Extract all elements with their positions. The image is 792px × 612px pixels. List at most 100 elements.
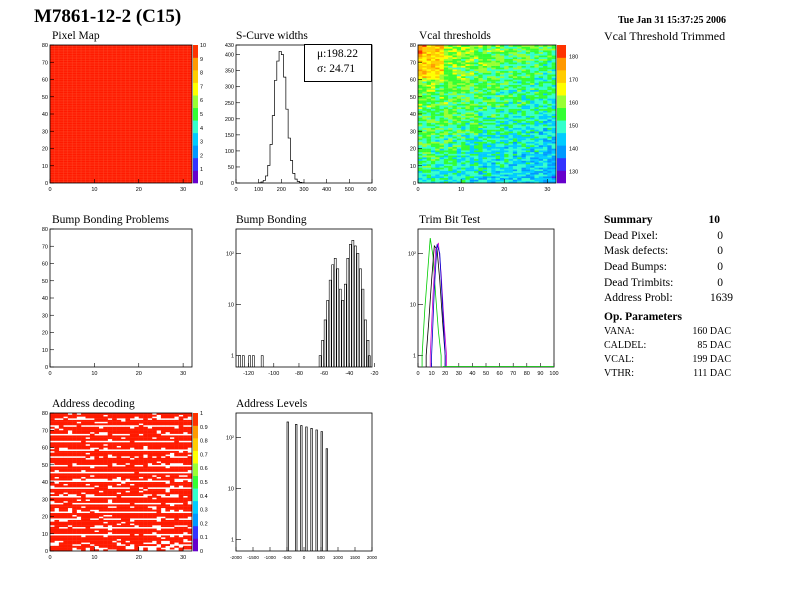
heatmap-cell (543, 153, 548, 156)
heatmap-cell (474, 91, 479, 94)
heatmap-cell (534, 114, 539, 116)
heatmap-cell (439, 50, 445, 53)
heatmap-cell (521, 181, 527, 184)
heatmap-cell (72, 509, 77, 512)
heatmap-cell (517, 148, 522, 151)
heatmap-cell (465, 179, 470, 182)
heatmap-cell (456, 170, 462, 173)
heatmap-cell (160, 423, 166, 426)
x-tick-label: 0 (48, 187, 51, 193)
heatmap-cell (499, 179, 505, 182)
heatmap-cell (147, 461, 153, 464)
heatmap-cell (418, 164, 423, 166)
heatmap-cell (435, 100, 440, 103)
y-tick-label: 60 (42, 446, 48, 452)
heatmap-cell (422, 72, 427, 75)
heatmap-cell (517, 45, 522, 47)
heatmap-cell (551, 74, 557, 77)
heatmap-cell (183, 413, 188, 415)
heatmap-cell (67, 442, 73, 445)
heatmap-cell (452, 129, 458, 132)
heatmap-cell (443, 143, 449, 146)
heatmap-cell (112, 445, 117, 448)
heatmap-cell (512, 67, 518, 70)
heatmap-cell (134, 461, 139, 464)
heatmap-cell (512, 150, 518, 153)
heatmap-cell (76, 431, 82, 434)
heatmap-cell (443, 165, 449, 168)
heatmap-cell (547, 72, 552, 75)
heatmap-cell (85, 447, 91, 450)
heatmap-cell (178, 495, 184, 498)
heatmap-cell (143, 452, 148, 455)
heatmap-cell (474, 88, 479, 91)
heatmap-cell (160, 442, 166, 445)
heatmap-cell (174, 518, 179, 521)
heatmap-cell (160, 438, 166, 441)
heatmap-cell (129, 413, 135, 415)
heatmap-cell (174, 430, 179, 433)
heatmap-cell (508, 143, 514, 146)
heatmap-cell (525, 181, 531, 184)
heatmap-cell (129, 502, 135, 505)
heatmap-cell (50, 419, 55, 422)
heatmap-cell (58, 490, 64, 493)
heatmap-cell (521, 62, 527, 65)
heatmap-cell (517, 51, 522, 54)
heatmap-cell (543, 88, 548, 91)
heatmap-cell (517, 81, 522, 84)
heatmap-cell (543, 167, 548, 170)
heatmap-cell (469, 100, 475, 103)
heatmap-cell (116, 532, 122, 534)
heatmap-cell (461, 108, 466, 111)
heatmap-cell (521, 55, 527, 58)
heatmap-cell (422, 170, 427, 173)
heatmap-cell (508, 115, 514, 118)
heatmap-cell (504, 120, 509, 123)
heatmap-cell (72, 444, 77, 446)
heatmap-cell (50, 514, 55, 517)
heatmap-cell (547, 131, 552, 134)
heatmap-cell (112, 547, 117, 550)
heatmap-cell (521, 45, 527, 47)
heatmap-cell (107, 473, 113, 476)
heatmap-cell (456, 155, 462, 158)
heatmap-cell (478, 141, 483, 144)
heatmap-cell (67, 530, 73, 533)
heatmap-cell (435, 157, 440, 160)
heatmap-cell (165, 516, 171, 519)
heatmap-cell (465, 155, 470, 158)
heatmap-cell (474, 110, 479, 113)
heatmap-cell (499, 122, 505, 125)
heatmap-cell (495, 101, 501, 104)
heatmap-cell (187, 431, 193, 434)
heatmap-cell (504, 65, 509, 68)
heatmap-cell (138, 535, 144, 538)
heatmap-cell (461, 160, 466, 163)
heatmap-cell (487, 93, 492, 96)
heatmap-cell (121, 532, 126, 534)
heatmap-cell (452, 93, 458, 96)
heatmap-cell (54, 452, 60, 455)
heatmap-cell (426, 91, 432, 94)
heatmap-cell (495, 132, 501, 135)
heatmap-cell (474, 134, 479, 137)
heatmap-cell (418, 122, 423, 125)
heatmap-cell (491, 76, 496, 78)
heatmap-cell (183, 426, 188, 429)
heatmap-cell (452, 148, 458, 151)
heatmap-cell (187, 537, 193, 540)
heatmap-cell (138, 532, 144, 534)
heatmap-cell (422, 117, 427, 120)
heatmap-cell (160, 513, 166, 515)
heatmap-cell (138, 519, 144, 522)
heatmap-cell (143, 523, 148, 526)
heatmap-cell (418, 72, 423, 75)
heatmap-cell (138, 499, 144, 502)
x-tick-label: -100 (268, 371, 279, 377)
heatmap-cell (551, 114, 557, 116)
heatmap-cell (487, 136, 492, 139)
heatmap-cell (478, 181, 483, 184)
heatmap-cell (89, 423, 95, 426)
heatmap-cell (499, 107, 505, 110)
